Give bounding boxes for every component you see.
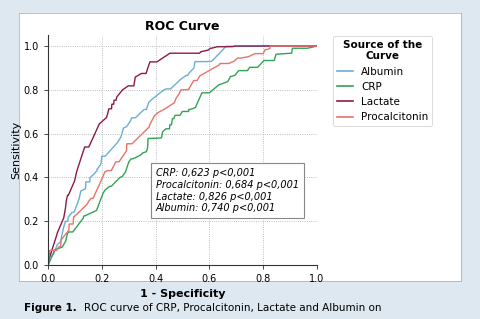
Albumin [98,159,104,163]
Procalcitonin [268,44,274,48]
CRP [126,160,132,164]
Procalcitonin [267,47,273,50]
Lactate [167,51,173,55]
Procalcitonin [270,44,276,48]
Albumin [146,100,152,104]
Procalcitonin [45,263,51,267]
Title: ROC Curve: ROC Curve [145,19,220,33]
Text: CRP: 0,623 p<0,001
Procalcitonin: 0,684 p<0,001
Lactate: 0,826 p<0,001
Albumin: : CRP: 0,623 p<0,001 Procalcitonin: 0,684 … [156,168,299,213]
Albumin [253,44,259,48]
Lactate [109,102,115,106]
Line: Lactate: Lactate [48,46,317,265]
Lactate [254,44,260,48]
Y-axis label: Sensitivity: Sensitivity [11,121,21,179]
Albumin [256,44,262,48]
CRP [130,157,135,161]
Line: Albumin: Albumin [48,46,317,265]
CRP [45,263,51,267]
Line: Procalcitonin: Procalcitonin [48,46,317,265]
Text: Figure 1.: Figure 1. [24,303,77,313]
Procalcitonin [108,169,114,173]
CRP [244,69,250,72]
Albumin [98,163,104,167]
Procalcitonin [113,160,119,164]
Lactate [314,44,320,48]
Albumin [314,44,320,48]
Albumin [45,263,51,267]
Lactate [45,263,51,267]
Lactate [106,107,112,111]
Procalcitonin [173,96,179,100]
Text: ROC curve of CRP, Procalcitonin, Lactate and Albumin on: ROC curve of CRP, Procalcitonin, Lactate… [84,303,382,313]
Procalcitonin [314,44,320,48]
CRP [169,117,175,121]
CRP [314,44,320,48]
Lactate [111,102,117,106]
X-axis label: 1 - Specificity: 1 - Specificity [140,289,225,299]
Albumin [263,44,268,48]
Line: CRP: CRP [48,46,317,265]
Legend: Albumin, CRP, Lactate, Procalcitonin: Albumin, CRP, Lactate, Procalcitonin [333,36,432,126]
Lactate [267,44,273,48]
Albumin [94,169,100,173]
CRP [132,156,138,160]
Procalcitonin [102,170,108,174]
CRP [247,65,252,69]
Lactate [232,44,238,48]
